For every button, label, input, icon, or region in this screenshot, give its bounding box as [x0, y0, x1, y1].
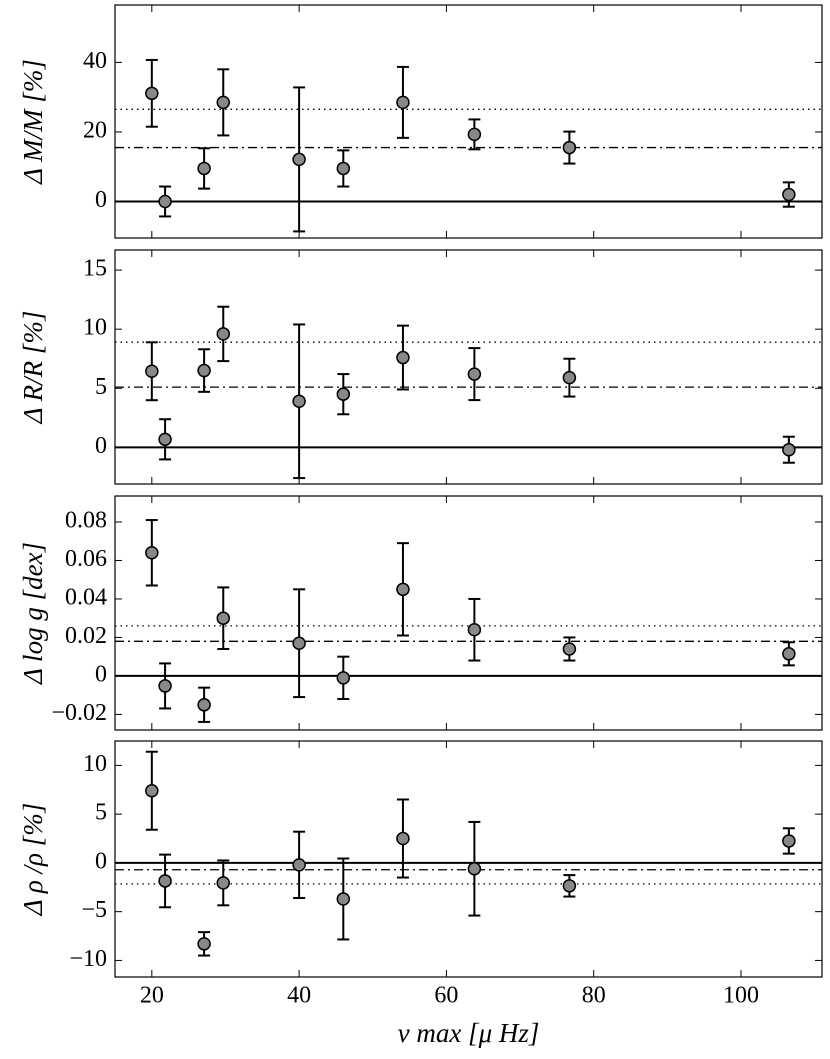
x-tick-label: 40	[287, 983, 311, 1009]
point	[197, 937, 211, 951]
plot-frame	[114, 249, 823, 485]
y-tick-label: 0	[95, 187, 107, 213]
point	[396, 582, 410, 597]
point	[467, 862, 482, 876]
point	[562, 140, 577, 155]
x-tick-label: 100	[723, 983, 759, 1009]
point	[197, 698, 211, 712]
point	[292, 636, 306, 650]
x-axis-label: ν max [μ Hz]	[398, 1018, 540, 1048]
plot-frame	[114, 4, 823, 239]
y-tick-label: 5	[95, 800, 107, 826]
y-tick-label: −0.02	[51, 700, 107, 726]
point	[216, 876, 231, 890]
y-axis-label: Δ R/R [%]	[18, 311, 48, 425]
point	[562, 370, 577, 385]
y-tick-label: 0.02	[65, 623, 107, 649]
point	[292, 858, 306, 872]
point	[197, 161, 211, 176]
point	[158, 194, 172, 209]
y-tick-label: 10	[83, 315, 107, 341]
point	[145, 364, 159, 379]
point	[158, 679, 172, 693]
point	[396, 95, 410, 110]
point	[467, 622, 482, 637]
point	[467, 127, 482, 142]
point	[782, 834, 796, 848]
point	[467, 367, 482, 381]
plot-frame	[114, 495, 823, 731]
point	[145, 86, 159, 101]
y-tick-label: −5	[81, 897, 107, 923]
point	[396, 831, 410, 846]
point	[216, 95, 231, 110]
x-tick-label: 20	[140, 983, 164, 1009]
point	[197, 363, 211, 378]
y-tick-label: 0	[95, 433, 107, 459]
y-tick-label: 0.06	[65, 546, 107, 572]
point	[336, 892, 351, 906]
y-tick-label: 10	[83, 751, 107, 777]
y-tick-label: 15	[83, 256, 107, 282]
point	[396, 350, 410, 365]
point	[158, 874, 172, 888]
y-tick-label: 40	[83, 48, 107, 74]
point	[145, 783, 159, 798]
x-tick-label: 80	[582, 983, 606, 1009]
point	[158, 432, 172, 447]
y-tick-label: 0.08	[65, 507, 107, 533]
y-tick-label: −10	[69, 946, 107, 972]
point	[292, 152, 306, 167]
y-axis-label: Δ ρ /ρ [%]	[18, 803, 48, 917]
point	[336, 671, 351, 685]
point	[216, 611, 231, 625]
y-tick-label: 0.04	[65, 584, 107, 610]
point	[562, 879, 577, 893]
point	[336, 161, 351, 176]
x-tick-label: 60	[434, 983, 458, 1009]
y-axis-label: Δ log g [dex]	[18, 542, 48, 685]
y-tick-label: 0	[95, 661, 107, 687]
point	[216, 327, 231, 341]
point	[782, 647, 796, 661]
point	[782, 442, 796, 457]
plot-frame	[114, 740, 823, 978]
point	[562, 642, 577, 656]
y-tick-label: 0	[95, 848, 107, 874]
point	[292, 394, 306, 409]
point	[145, 546, 159, 560]
point	[782, 187, 796, 202]
point	[336, 387, 351, 401]
y-axis-label: Δ M/M [%]	[18, 59, 48, 185]
y-tick-label: 20	[83, 117, 107, 143]
y-tick-label: 5	[95, 374, 107, 400]
